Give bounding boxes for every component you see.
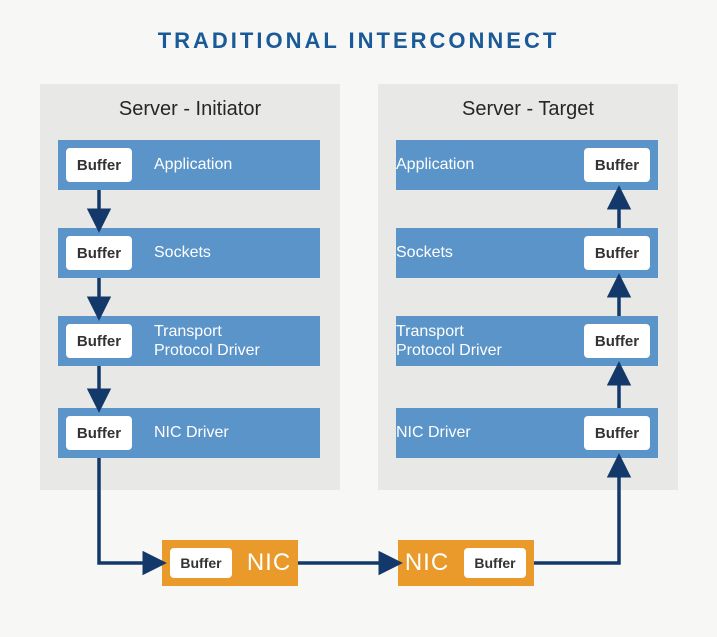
layer-target-sockets: Buffer Sockets <box>396 228 658 278</box>
layer-label: Sockets <box>140 243 320 262</box>
layer-target-transport: Buffer Transport Protocol Driver <box>396 316 658 366</box>
nic-target: Buffer NIC <box>398 540 534 586</box>
panel-initiator-title: Server - Initiator <box>40 98 340 121</box>
layer-label: NIC Driver <box>140 423 320 442</box>
layer-initiator-nicdriver: Buffer NIC Driver <box>58 408 320 458</box>
layer-initiator-sockets: Buffer Sockets <box>58 228 320 278</box>
buffer-chip: Buffer <box>66 416 132 450</box>
buffer-chip: Buffer <box>66 236 132 270</box>
layer-label: Transport Protocol Driver <box>396 322 576 360</box>
buffer-chip: Buffer <box>584 148 650 182</box>
layer-initiator-transport: Buffer Transport Protocol Driver <box>58 316 320 366</box>
panel-target-title: Server - Target <box>378 98 678 121</box>
buffer-chip: Buffer <box>584 236 650 270</box>
layer-label: NIC Driver <box>396 423 576 442</box>
layer-label: Application <box>396 155 576 174</box>
buffer-chip: Buffer <box>66 324 132 358</box>
buffer-chip: Buffer <box>170 548 232 578</box>
layer-target-nicdriver: Buffer NIC Driver <box>396 408 658 458</box>
nic-initiator: Buffer NIC <box>162 540 298 586</box>
buffer-chip: Buffer <box>66 148 132 182</box>
buffer-chip: Buffer <box>464 548 526 578</box>
layer-label: Sockets <box>396 243 576 262</box>
nic-label: NIC <box>398 549 456 577</box>
buffer-chip: Buffer <box>584 416 650 450</box>
layer-target-application: Buffer Application <box>396 140 658 190</box>
layer-label: Application <box>140 155 320 174</box>
diagram-title: TRADITIONAL INTERCONNECT <box>0 28 717 54</box>
layer-label: Transport Protocol Driver <box>140 322 320 360</box>
buffer-chip: Buffer <box>584 324 650 358</box>
layer-initiator-application: Buffer Application <box>58 140 320 190</box>
nic-label: NIC <box>240 549 298 577</box>
